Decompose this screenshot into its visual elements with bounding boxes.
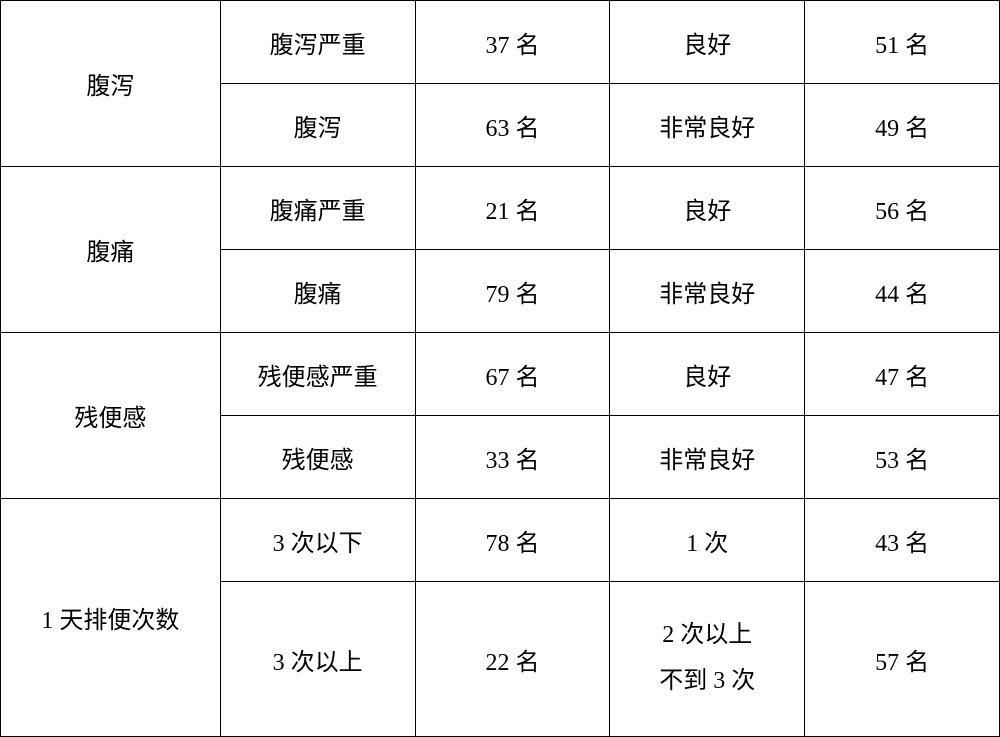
table-container: 腹泻 腹泻严重 37 名 良好 51 名 腹泻 63 名 非常良好 49 名 腹… <box>0 0 1000 737</box>
cell: 21 名 <box>415 167 610 250</box>
symptom-table: 腹泻 腹泻严重 37 名 良好 51 名 腹泻 63 名 非常良好 49 名 腹… <box>0 0 1000 737</box>
cell: 腹泻 <box>220 84 415 167</box>
cell: 57 名 <box>805 582 1000 737</box>
cell-text: 3 次以上 <box>273 650 363 676</box>
cell-text-line1: 2 次以上 <box>610 613 804 659</box>
cell-text: 良好 <box>683 365 731 391</box>
cell: 腹痛严重 <box>220 167 415 250</box>
cell-text: 51 名 <box>875 33 929 59</box>
cell: 63 名 <box>415 84 610 167</box>
cell: 47 名 <box>805 333 1000 416</box>
cell-text: 22 名 <box>485 650 539 676</box>
cell: 3 次以上 <box>220 582 415 737</box>
cell-text: 67 名 <box>485 365 539 391</box>
cell-text: 腹痛 <box>86 240 134 266</box>
cell: 53 名 <box>805 416 1000 499</box>
cell-text: 33 名 <box>485 448 539 474</box>
cell-text: 1 次 <box>686 531 728 557</box>
cell-text: 残便感 <box>282 448 354 474</box>
cell-text: 37 名 <box>485 33 539 59</box>
cell-text: 非常良好 <box>659 116 755 142</box>
cell-text: 良好 <box>683 199 731 225</box>
cell: 43 名 <box>805 499 1000 582</box>
cell: 1 次 <box>610 499 805 582</box>
cell: 2 次以上 不到 3 次 <box>610 582 805 737</box>
cell-text: 63 名 <box>485 116 539 142</box>
cell-text: 良好 <box>683 33 731 59</box>
cell: 残便感严重 <box>220 333 415 416</box>
cell-text: 44 名 <box>875 282 929 308</box>
cell-text: 残便感 <box>74 406 146 432</box>
cell: 腹痛 <box>220 250 415 333</box>
cell: 78 名 <box>415 499 610 582</box>
cell: 33 名 <box>415 416 610 499</box>
table-row: 腹痛 腹痛严重 21 名 良好 56 名 <box>1 167 1000 250</box>
cell-text: 非常良好 <box>659 448 755 474</box>
cell: 良好 <box>610 333 805 416</box>
cell: 49 名 <box>805 84 1000 167</box>
cell: 79 名 <box>415 250 610 333</box>
cell: 56 名 <box>805 167 1000 250</box>
cell: 3 次以下 <box>220 499 415 582</box>
cell-text: 47 名 <box>875 365 929 391</box>
cell-text: 腹泻 <box>294 116 342 142</box>
cell-text: 3 次以下 <box>273 531 363 557</box>
cell-text: 腹痛严重 <box>270 199 366 225</box>
cell-text: 腹泻严重 <box>270 33 366 59</box>
cell: 51 名 <box>805 1 1000 84</box>
cell-text: 残便感严重 <box>258 365 378 391</box>
cell-text: 49 名 <box>875 116 929 142</box>
cell-text: 非常良好 <box>659 282 755 308</box>
cell-text: 53 名 <box>875 448 929 474</box>
category-cell: 残便感 <box>1 333 221 499</box>
category-cell: 腹泻 <box>1 1 221 167</box>
cell: 22 名 <box>415 582 610 737</box>
cell-text-line2: 不到 3 次 <box>610 659 804 705</box>
cell: 残便感 <box>220 416 415 499</box>
cell: 非常良好 <box>610 416 805 499</box>
table-row: 1 天排便次数 3 次以下 78 名 1 次 43 名 <box>1 499 1000 582</box>
cell: 良好 <box>610 1 805 84</box>
cell: 非常良好 <box>610 250 805 333</box>
cell-text: 56 名 <box>875 199 929 225</box>
category-cell: 1 天排便次数 <box>1 499 221 737</box>
cell: 37 名 <box>415 1 610 84</box>
cell-text: 1 天排便次数 <box>41 608 179 634</box>
table-row: 腹泻 腹泻严重 37 名 良好 51 名 <box>1 1 1000 84</box>
cell-text: 21 名 <box>485 199 539 225</box>
cell-text: 腹泻 <box>86 74 134 100</box>
cell-text: 腹痛 <box>294 282 342 308</box>
table-row: 残便感 残便感严重 67 名 良好 47 名 <box>1 333 1000 416</box>
cell: 腹泻严重 <box>220 1 415 84</box>
cell-text: 43 名 <box>875 531 929 557</box>
cell-text: 79 名 <box>485 282 539 308</box>
cell-text: 78 名 <box>485 531 539 557</box>
category-cell: 腹痛 <box>1 167 221 333</box>
cell: 44 名 <box>805 250 1000 333</box>
cell: 良好 <box>610 167 805 250</box>
cell: 非常良好 <box>610 84 805 167</box>
cell-text: 57 名 <box>875 650 929 676</box>
cell: 67 名 <box>415 333 610 416</box>
